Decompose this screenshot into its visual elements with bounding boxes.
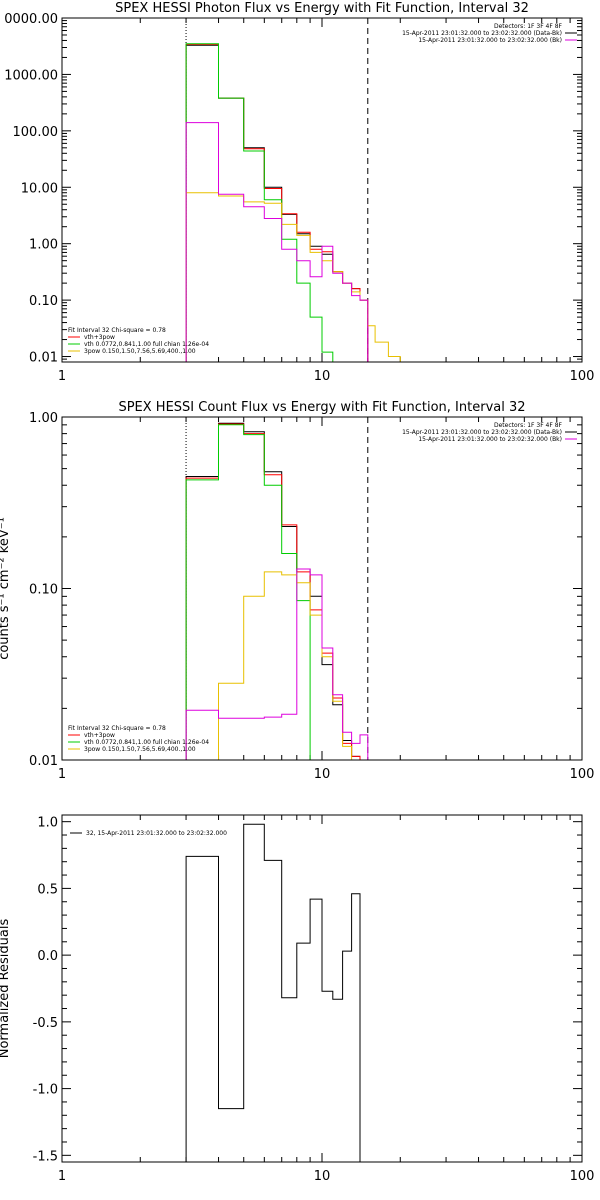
legend-label-2: 32, 15-Apr-2011 23:01:32.000 to 23:02:32… <box>86 830 227 837</box>
y-tick-label-1: 0.10 <box>29 583 58 598</box>
x-tick-label-0: 10 <box>314 369 331 384</box>
y-tick-label-2: -1.0 <box>33 1083 58 1098</box>
y-tick-label-0: 0000.00 <box>4 12 58 27</box>
y-tick-label-0: 1.00 <box>29 238 58 253</box>
legend-header-1: Fit Interval 32 Chi-square = 0.78 <box>68 725 166 732</box>
legend-topright-text-1: 15-Apr-2011 23:01:32.000 to 23:02:32.000… <box>418 436 562 443</box>
x-tick-label-2: 100 <box>570 1169 595 1184</box>
y-axis-label-2: Normalized Residuals <box>0 919 12 1059</box>
legend-topright-text-1: Detectors: 1F 3F 4F 8F <box>494 422 563 429</box>
y-tick-label-2: 0.0 <box>37 949 58 964</box>
x-tick-label-1: 1 <box>58 767 66 782</box>
plot-frame-2 <box>61 814 583 1163</box>
series-line-1-4 <box>185 568 369 760</box>
series-line-1-0 <box>185 422 368 761</box>
plot-title-0: SPEX HESSI Photon Flux vs Energy with Fi… <box>115 1 529 16</box>
legend-label-0: 3pow 0.150,1.50,7.56,5.69,400.,1.00 <box>84 348 196 355</box>
legend-topright-text-0: 15-Apr-2011 23:01:32.000 to 23:02:32.000… <box>402 30 562 37</box>
series-line-1-2 <box>185 424 322 761</box>
y-tick-label-0: 10.00 <box>21 181 58 196</box>
series-line-0-3 <box>185 192 401 362</box>
y-tick-label-0: 0.01 <box>29 351 58 366</box>
x-tick-label-1: 100 <box>570 767 595 782</box>
x-tick-label-0: 1 <box>58 369 66 384</box>
x-tick-label-1: 10 <box>314 767 331 782</box>
x-tick-label-2: 10 <box>314 1169 331 1184</box>
legend-label-1: 3pow 0.150,1.50,7.56,5.69,400.,1.00 <box>84 746 196 753</box>
legend-label-1: vth 0.0772,0.841,1.00 full chian 1.26e-0… <box>84 739 209 746</box>
series-line-0-4 <box>185 122 376 363</box>
x-tick-label-0: 100 <box>570 369 595 384</box>
legend-label-0: vth+3pow <box>84 334 115 341</box>
legend-label-0: vth 0.0772,0.841,1.00 full chian 1.26e-0… <box>84 341 209 348</box>
y-tick-label-2: -1.5 <box>33 1149 58 1164</box>
y-tick-label-1: 1.00 <box>29 411 58 426</box>
series-line-1-1 <box>185 423 368 761</box>
legend-topright-text-0: 15-Apr-2011 23:01:32.000 to 23:02:32.000… <box>418 37 562 44</box>
y-tick-label-2: 1.0 <box>37 816 58 831</box>
y-tick-label-0: 1000.00 <box>4 68 58 83</box>
legend-topright-text-1: 15-Apr-2011 23:01:32.000 to 23:02:32.000… <box>402 429 562 436</box>
y-tick-label-0: 0.10 <box>29 294 58 309</box>
legend-label-1: vth+3pow <box>84 732 115 739</box>
plot-frame-0 <box>61 17 583 363</box>
plot-frame-1 <box>61 416 583 761</box>
y-tick-label-2: -0.5 <box>33 1016 58 1031</box>
series-line-1-3 <box>186 571 368 761</box>
x-tick-label-2: 1 <box>58 1169 66 1184</box>
legend-header-0: Fit Interval 32 Chi-square = 0.78 <box>68 327 166 334</box>
y-tick-label-1: 0.01 <box>29 754 58 769</box>
legend-topright-text-0: Detectors: 1F 3F 4F 8F <box>494 23 563 30</box>
plot-title-1: SPEX HESSI Count Flux vs Energy with Fit… <box>118 400 525 415</box>
y-axis-label-1: counts s⁻¹ cm⁻² keV⁻¹ <box>0 517 12 660</box>
y-tick-label-0: 100.00 <box>13 125 59 140</box>
series-line-2-0 <box>185 823 361 1162</box>
y-tick-label-2: 0.5 <box>37 882 58 897</box>
